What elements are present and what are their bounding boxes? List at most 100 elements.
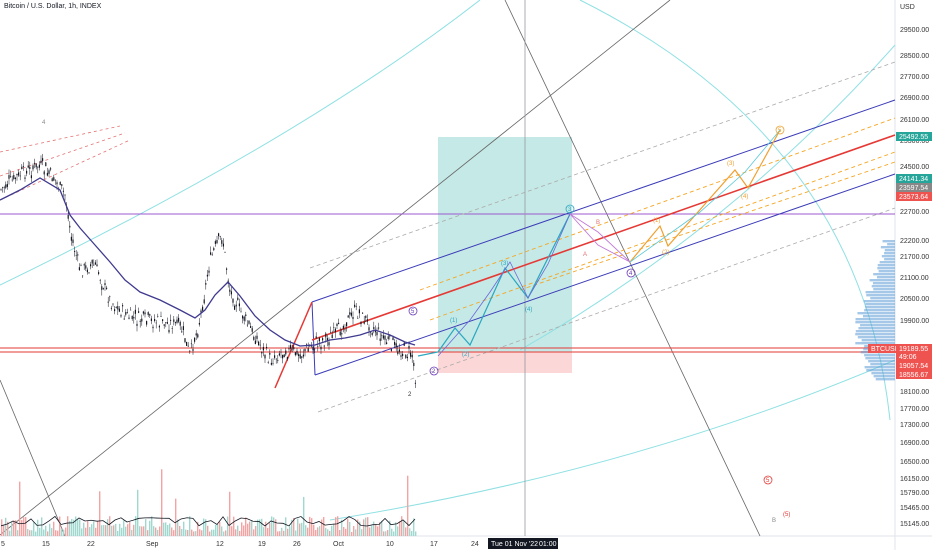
candle-body <box>258 341 260 346</box>
volume-bar <box>407 475 409 536</box>
candle-body <box>42 158 44 161</box>
price-tick-label: 28500.00 <box>900 53 929 60</box>
volume-bar <box>107 519 109 536</box>
candle-body <box>269 353 271 355</box>
volume-bar <box>45 525 47 536</box>
wave-label-2: 2 <box>408 392 412 398</box>
candle-body <box>366 319 368 322</box>
volume-bar <box>237 525 239 536</box>
volume-bar <box>253 529 255 536</box>
candle-body <box>35 163 37 168</box>
candle-body <box>384 335 386 340</box>
volume-bar <box>215 524 217 536</box>
time-axis-ticks: 5 15 22 Sep 12 19 26 Oct 10 17 24 <box>1 541 479 548</box>
candle-body <box>37 166 39 168</box>
candle-body <box>123 318 125 320</box>
volume-bar <box>71 518 73 536</box>
candle-body <box>128 317 130 319</box>
channel-left-edge[interactable] <box>311 301 316 376</box>
candle-body <box>312 346 314 351</box>
volume-bar <box>305 525 307 536</box>
volume-bar <box>53 521 55 536</box>
candle-body <box>19 175 21 177</box>
volume-profile-bar <box>873 375 895 378</box>
volume-bar <box>235 529 237 536</box>
volume-bar <box>123 520 125 536</box>
candle-body <box>398 349 400 352</box>
wave-label-o4: (4) <box>741 194 748 200</box>
candle-body <box>96 264 98 267</box>
volume-bar <box>161 469 163 536</box>
candle-body <box>24 177 26 179</box>
candle-body <box>400 355 402 357</box>
time-tick-label: 15 <box>42 541 50 548</box>
volume-profile-bar <box>855 342 895 345</box>
candle-body <box>136 323 138 326</box>
candle-body <box>357 317 359 319</box>
time-tick-label: Oct <box>333 541 344 548</box>
volume-bar <box>103 524 105 536</box>
dashed-red-1 <box>0 125 121 153</box>
time-tick-label: 19 <box>258 541 266 548</box>
volume-bar <box>51 528 53 536</box>
candle-body <box>0 189 2 190</box>
candle-body <box>56 182 58 185</box>
candle-body <box>229 289 231 292</box>
loss-zone[interactable] <box>438 352 572 373</box>
candle-body <box>317 346 319 347</box>
candle-body <box>67 214 69 219</box>
candle-body <box>218 233 220 237</box>
channel-lower[interactable] <box>314 173 896 376</box>
volume-bar <box>177 519 179 536</box>
candle-body <box>315 336 317 339</box>
volume-bar <box>173 530 175 536</box>
candle-body <box>98 272 100 274</box>
candle-body <box>347 315 349 318</box>
volume-bar <box>221 526 223 536</box>
candle-body <box>406 356 408 359</box>
price-tick-label: 15145.00 <box>900 521 929 528</box>
time-tick-label: 26 <box>293 541 301 548</box>
volume-bar <box>291 519 293 536</box>
wave-label-p2: (2) <box>462 352 469 358</box>
candle-body <box>40 160 42 164</box>
volume-bar <box>331 525 333 536</box>
candle-body <box>222 243 224 247</box>
price-label-text: 23573.64 <box>899 194 928 201</box>
profit-zone[interactable] <box>438 137 572 352</box>
candle-body <box>278 353 280 356</box>
volume-bar <box>181 528 183 536</box>
volume-bar <box>379 522 381 536</box>
volume-bar <box>201 530 203 536</box>
volume-profile-bar <box>855 333 895 336</box>
price-label-text: 19057.54 <box>899 363 928 370</box>
candle-body <box>237 297 239 300</box>
candle-body <box>246 324 248 326</box>
candle-body <box>154 318 156 321</box>
volume-bar <box>321 519 323 536</box>
volume-bar <box>257 519 259 536</box>
trendline-left-down[interactable] <box>0 379 66 537</box>
candle-body <box>134 309 136 314</box>
volume-profile-bar <box>871 285 895 288</box>
volume-bar <box>361 529 363 536</box>
candle-body <box>221 240 223 244</box>
trendline-long-up[interactable] <box>0 0 671 536</box>
candle-body <box>122 305 124 307</box>
candle-body <box>322 338 324 341</box>
channel-upper[interactable] <box>311 99 896 303</box>
candle-body <box>387 336 389 339</box>
candle-body <box>170 319 172 321</box>
wave-label-o1: (1) <box>653 218 660 224</box>
price-label-box <box>896 344 932 353</box>
volume-profile-bar <box>879 261 895 264</box>
price-label-text: 23597.54 <box>899 185 928 192</box>
candle-body <box>187 345 189 347</box>
candle-body <box>184 338 186 343</box>
candle-body <box>331 334 333 339</box>
main-trend-line[interactable] <box>274 301 313 389</box>
volume-profile-bar <box>871 372 895 375</box>
trendline-long-down[interactable] <box>504 0 761 537</box>
candle-body <box>144 312 146 315</box>
